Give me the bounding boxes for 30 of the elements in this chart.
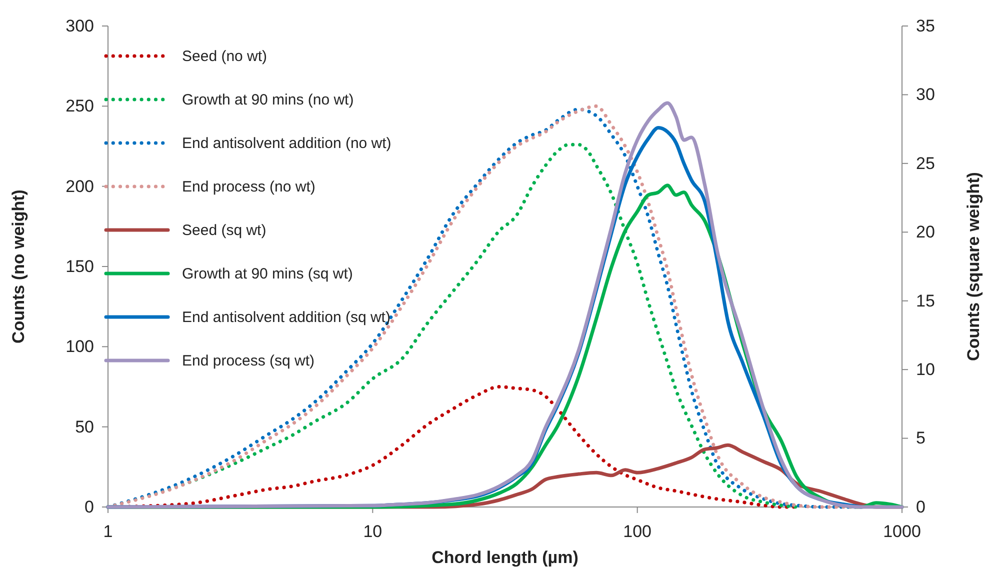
y2-tick-label: 0 [916, 497, 926, 516]
y2-tick-label: 5 [916, 428, 926, 448]
x-tick-label: 100 [623, 522, 652, 542]
y-tick-label: 100 [66, 337, 94, 356]
y2-axis-title: Counts (square weight) [964, 172, 983, 361]
legend-label: End antisolvent addition (no wt) [182, 135, 392, 152]
y2-tick-label: 20 [916, 222, 935, 242]
y2-tick-label: 30 [916, 85, 935, 104]
y2-tick-label: 25 [916, 154, 935, 173]
y-tick-label: 50 [75, 417, 94, 436]
y-axis-title: Counts (no weight) [9, 190, 28, 344]
legend-label: End antisolvent addition (sq wt) [182, 309, 390, 326]
legend-label: Seed (no wt) [182, 48, 268, 65]
y-tick-label: 200 [66, 176, 94, 196]
x-axis-title: Chord length (µm) [432, 548, 578, 567]
y2-tick-label: 10 [916, 360, 935, 380]
y2-tick-label: 15 [916, 291, 935, 310]
x-tick-label: 10 [363, 522, 382, 542]
y-tick-label: 250 [66, 96, 94, 116]
x-tick-label: 1 [103, 522, 113, 542]
y-tick-label: 300 [66, 16, 94, 36]
y-tick-label: 150 [66, 256, 94, 276]
y2-tick-label: 35 [916, 16, 935, 36]
legend-label: Growth at 90 mins (sq wt) [182, 266, 353, 282]
x-tick-label: 1000 [883, 522, 921, 542]
legend-label: End process (sq wt) [182, 352, 315, 370]
legend-label: Growth at 90 mins (no wt) [182, 92, 354, 108]
legend-label: End process (no wt) [182, 178, 316, 196]
y-tick-label: 0 [84, 497, 94, 516]
legend-label: Seed (sq wt) [182, 222, 266, 239]
